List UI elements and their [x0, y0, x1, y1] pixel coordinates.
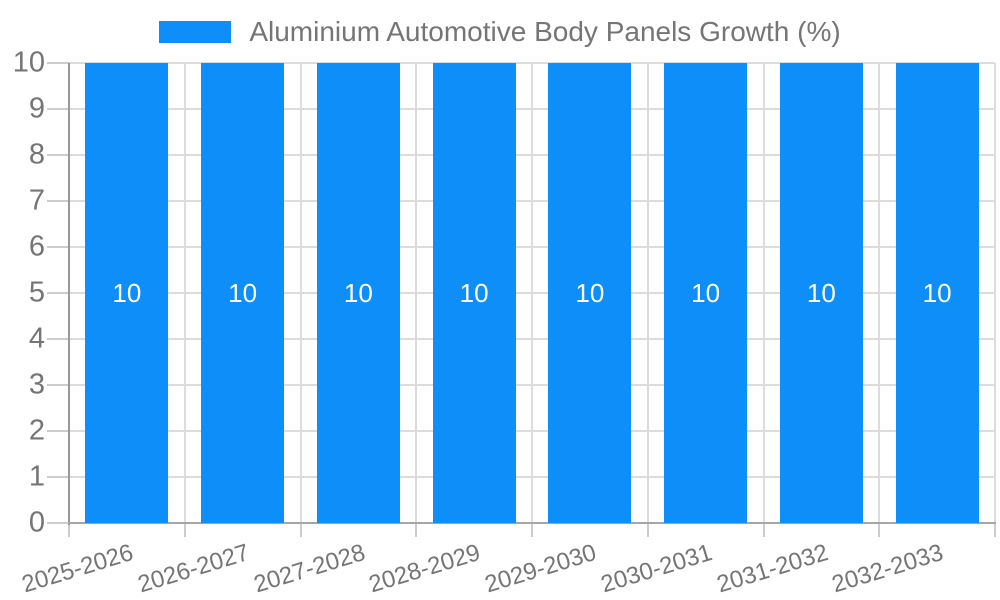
gridline-vertical	[994, 63, 996, 523]
x-axis-tick	[299, 523, 302, 537]
x-axis-line	[68, 522, 996, 524]
legend-label: Aluminium Automotive Body Panels Growth …	[249, 16, 841, 47]
x-axis-tick	[646, 523, 649, 537]
bar[interactable]: 10	[432, 63, 516, 523]
gridline-vertical	[646, 63, 649, 523]
x-axis-tick	[68, 523, 70, 537]
y-axis-tick	[47, 200, 69, 202]
y-axis-tick	[47, 384, 69, 386]
bar[interactable]: 10	[548, 63, 632, 523]
y-axis-label: 4	[28, 322, 45, 355]
bar[interactable]: 10	[779, 63, 863, 523]
y-axis-label: 2	[28, 414, 45, 447]
y-axis-tick	[47, 246, 69, 248]
y-axis-tick	[47, 522, 69, 524]
x-axis-tick	[531, 523, 533, 537]
bar-value-label: 10	[575, 277, 605, 308]
y-axis-line	[68, 63, 70, 525]
bar-value-label: 10	[228, 277, 258, 308]
x-axis-label: 2030-2031	[597, 539, 716, 599]
y-axis-label: 9	[28, 92, 45, 125]
gridline-vertical	[299, 63, 302, 523]
bar[interactable]: 10	[201, 63, 285, 523]
x-axis-label: 2026-2027	[134, 539, 253, 599]
y-axis-tick	[47, 338, 69, 340]
legend-swatch	[159, 21, 232, 43]
x-axis-label: 2028-2029	[366, 539, 484, 599]
bar-value-label: 10	[112, 277, 142, 308]
bar[interactable]: 10	[664, 63, 748, 523]
y-axis-tick	[47, 108, 69, 110]
gridline-vertical	[415, 63, 418, 523]
x-axis-label: 2032-2033	[829, 539, 947, 599]
y-axis-tick	[47, 62, 69, 64]
x-axis-tick	[762, 523, 765, 537]
y-axis-label: 3	[28, 368, 45, 401]
x-axis-tick	[878, 523, 881, 537]
bar[interactable]: 10	[895, 63, 979, 523]
y-axis-label: 10	[12, 46, 45, 79]
legend[interactable]: Aluminium Automotive Body Panels Growth …	[0, 12, 1000, 52]
y-axis-label: 8	[28, 138, 45, 171]
x-axis-tick	[415, 523, 418, 537]
gridline-vertical	[878, 63, 881, 523]
y-axis-label: 5	[28, 276, 45, 309]
x-axis-label: 2029-2030	[481, 539, 600, 599]
x-axis-tick	[183, 523, 186, 537]
y-axis-tick	[47, 430, 69, 432]
bar[interactable]: 10	[85, 63, 169, 523]
x-axis-label: 2027-2028	[250, 539, 368, 599]
y-axis-tick	[47, 476, 69, 478]
bar-value-label: 10	[459, 277, 489, 308]
gridline-vertical	[183, 63, 186, 523]
gridline-vertical	[531, 63, 533, 523]
y-axis-tick	[47, 292, 69, 294]
bar-value-label: 10	[922, 277, 952, 308]
bar-value-label: 10	[343, 277, 373, 308]
bar-value-label: 10	[806, 277, 836, 308]
y-axis-label: 1	[28, 460, 45, 493]
bar[interactable]: 10	[316, 63, 400, 523]
x-axis-label: 2031-2032	[713, 539, 831, 599]
x-axis-label: 2025-2026	[18, 539, 137, 599]
y-axis-label: 7	[28, 184, 45, 217]
y-axis-label: 6	[28, 230, 45, 263]
y-axis-label: 0	[28, 506, 45, 539]
x-axis-tick	[994, 523, 996, 537]
gridline-vertical	[762, 63, 765, 523]
bar-value-label: 10	[691, 277, 721, 308]
y-axis-tick	[47, 154, 69, 156]
